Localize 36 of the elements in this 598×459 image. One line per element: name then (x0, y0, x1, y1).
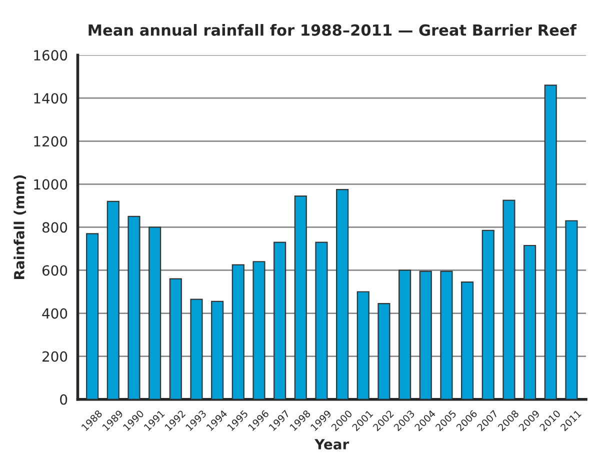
bar (211, 300, 224, 400)
y-axis-title: Rainfall (mm) (14, 175, 26, 279)
bar (502, 200, 516, 400)
bar (274, 242, 286, 400)
bar (398, 270, 412, 400)
y-tick-label: 600 (42, 265, 68, 276)
y-tick-label: 0 (60, 394, 68, 405)
bar (419, 270, 432, 400)
bar (86, 233, 99, 400)
bar (461, 282, 474, 400)
bar (294, 195, 307, 400)
bar (190, 298, 203, 400)
bar (544, 84, 557, 400)
y-tick-label: 1600 (34, 50, 68, 61)
bar (232, 264, 244, 400)
y-tick-label: 800 (42, 222, 68, 233)
y-tick-label: 400 (42, 308, 68, 319)
bar (128, 216, 140, 400)
bar (378, 303, 390, 400)
y-tick-label: 1000 (34, 179, 68, 190)
y-tick-label: 1200 (34, 136, 68, 147)
bar (565, 220, 578, 400)
y-tick-label: 1400 (34, 93, 68, 104)
bar (482, 230, 494, 400)
bar (356, 291, 370, 400)
bar (252, 261, 266, 400)
bar (148, 226, 162, 400)
bar (524, 244, 536, 400)
x-axis-title: Year (314, 439, 350, 450)
bar (440, 270, 453, 400)
chart-title: Mean annual rainfall for 1988–2011 — Great Barrier Reef (88, 24, 577, 36)
bar (106, 200, 120, 400)
y-tick-label: 200 (42, 351, 68, 362)
bar (315, 242, 328, 400)
bar (336, 189, 349, 400)
bar (169, 278, 182, 400)
